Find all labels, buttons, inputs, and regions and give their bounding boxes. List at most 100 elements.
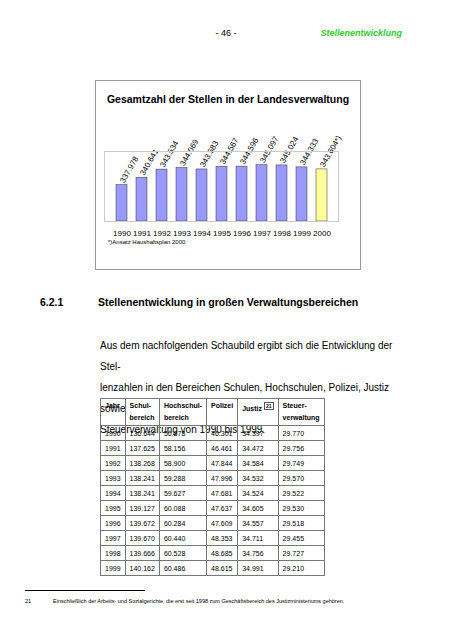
html-text:Stellenentwicklung in großen V: Stellenentwicklung in großen Verwaltungs… — [98, 296, 359, 308]
html-text:139.666: 139.666 — [129, 549, 155, 557]
html-text:29.455: 29.455 — [282, 534, 304, 542]
svg-text:1995: 1995 — [213, 229, 231, 237]
svg-text:337.978: 337.978 — [118, 154, 141, 184]
html-text:1999: 1999 — [105, 564, 121, 572]
html-text:139.670: 139.670 — [129, 534, 155, 542]
html-text:34.397: 34.397 — [242, 429, 264, 437]
html-text:29.522: 29.522 — [282, 489, 304, 497]
html-text:136.644: 136.644 — [129, 429, 155, 437]
html-text:46.301: 46.301 — [211, 429, 233, 437]
html-text:59.627: 59.627 — [163, 489, 186, 497]
html-text:lenzahlen in den Bereichen Sch: lenzahlen in den Bereichen Schulen, Hoch… — [100, 382, 390, 414]
html-text:Gesamtzahl der Stellen in der: Gesamtzahl der Stellen in der Landesverw… — [106, 93, 350, 105]
html-text:Jahr: Jahr — [105, 402, 120, 409]
html-text:1993: 1993 — [105, 474, 121, 482]
html-text:139.672: 139.672 — [129, 519, 155, 527]
html-text:139.127: 139.127 — [129, 504, 155, 512]
svg-text:343.534: 343.534 — [158, 139, 181, 169]
svg-text:1994: 1994 — [193, 229, 211, 237]
html-text:60.088: 60.088 — [163, 504, 186, 512]
html-text:34.557: 34.557 — [242, 519, 264, 527]
html-text:Stellenentwicklung: Stellenentwicklung — [320, 28, 402, 38]
html-text:29.749: 29.749 — [282, 459, 304, 467]
html-text:47.681: 47.681 — [211, 489, 233, 497]
html-text:48.615: 48.615 — [211, 564, 233, 572]
html-text:1990: 1990 — [105, 429, 121, 437]
html-text:1996: 1996 — [105, 519, 121, 527]
html-text:1995: 1995 — [105, 504, 121, 512]
html-text:138.241: 138.241 — [129, 489, 155, 497]
html-text:Justiz: Justiz — [242, 405, 262, 413]
html-text:138.268: 138.268 — [129, 459, 155, 467]
svg-text:344.567: 344.567 — [218, 136, 241, 166]
html-text:29.756: 29.756 — [282, 444, 304, 452]
svg-text:345.024: 345.024 — [278, 135, 301, 165]
svg-text:1993: 1993 — [173, 229, 191, 237]
html-text:29.570: 29.570 — [282, 474, 304, 482]
html-text:60.284: 60.284 — [163, 519, 186, 527]
html-text:47.609: 47.609 — [211, 519, 233, 527]
html-text:47.637: 47.637 — [211, 504, 233, 512]
html-text:137.625: 137.625 — [129, 444, 155, 452]
svg-text:343.604*): 343.604*) — [318, 134, 344, 169]
html-text:58.900: 58.900 — [163, 459, 186, 467]
svg-text:1991: 1991 — [133, 229, 151, 237]
html-text:29.210: 29.210 — [282, 564, 304, 572]
html-text:1991: 1991 — [105, 444, 121, 452]
svg-text:1997: 1997 — [253, 229, 271, 237]
html-text:1998: 1998 — [105, 549, 121, 557]
html-text:60.440: 60.440 — [163, 534, 186, 542]
svg-text:340.641: 340.641 — [138, 147, 161, 177]
html-text:29.530: 29.530 — [282, 504, 304, 512]
html-text:60.528: 60.528 — [163, 549, 186, 557]
html-text:29.727: 29.727 — [282, 549, 304, 557]
svg-text:1990: 1990 — [113, 229, 131, 237]
html-text:Polizei: Polizei — [211, 402, 234, 409]
html-text:48.685: 48.685 — [211, 549, 233, 557]
html-text:verwaltung: verwaltung — [282, 414, 320, 421]
svg-text:345.097: 345.097 — [258, 135, 281, 165]
svg-text:1998: 1998 — [273, 229, 291, 237]
html-text:34.584: 34.584 — [242, 459, 264, 467]
html-text:34.991: 34.991 — [242, 564, 264, 572]
html-text:138.241: 138.241 — [129, 474, 155, 482]
html-text:Hochschul-: Hochschul- — [163, 402, 202, 409]
html-text:bereich: bereich — [129, 414, 155, 421]
html-text:Aus dem nachfolgenden Schaubil: Aus dem nachfolgenden Schaubild ergibt s… — [100, 340, 393, 372]
svg-text:1996: 1996 — [233, 229, 251, 237]
svg-text:1999: 1999 — [293, 229, 311, 237]
html-text:34.472: 34.472 — [242, 444, 264, 452]
html-text:- 46 -: - 46 - — [215, 28, 237, 38]
svg-text:1992: 1992 — [153, 229, 171, 237]
html-text:140.162: 140.162 — [129, 564, 155, 572]
html-text:Steuerverwaltung von 1990 bis: Steuerverwaltung von 1990 bis 1999. — [100, 424, 266, 435]
html-text:48.353: 48.353 — [211, 534, 233, 542]
html-text:6.2.1: 6.2.1 — [40, 296, 64, 308]
html-text:1992: 1992 — [105, 459, 121, 467]
html-text:bereich: bereich — [163, 414, 189, 421]
html-text:47.844: 47.844 — [211, 459, 233, 467]
html-text:58.156: 58.156 — [163, 444, 186, 452]
html-text:56.878: 56.878 — [163, 429, 186, 437]
svg-text:343.583: 343.583 — [198, 139, 221, 169]
html-text:34.756: 34.756 — [242, 549, 264, 557]
html-text:34.711: 34.711 — [242, 534, 264, 542]
html-text:1997: 1997 — [105, 534, 121, 542]
html-text:Schul-: Schul- — [129, 402, 151, 409]
html-text:29.518: 29.518 — [282, 519, 304, 527]
svg-text:344.333: 344.333 — [298, 137, 321, 167]
svg-text:2000: 2000 — [313, 229, 331, 237]
html-text:1994: 1994 — [105, 489, 121, 497]
html-text:34.524: 34.524 — [242, 489, 264, 497]
html-text:34.605: 34.605 — [242, 504, 264, 512]
html-text:60.486: 60.486 — [163, 564, 186, 572]
html-text:29.770: 29.770 — [282, 429, 304, 437]
html-text:34.532: 34.532 — [242, 474, 264, 482]
html-text:47.996: 47.996 — [211, 474, 233, 482]
svg-text:344.069: 344.069 — [178, 137, 201, 167]
html-text:59.288: 59.288 — [163, 474, 186, 482]
html-text:46.461: 46.461 — [211, 444, 233, 452]
html-text:*)Ansatz Haushaltsplan 2000: *)Ansatz Haushaltsplan 2000 — [108, 239, 186, 245]
svg-text:344.596: 344.596 — [238, 136, 261, 166]
html-text:Steuer-: Steuer- — [282, 402, 307, 409]
